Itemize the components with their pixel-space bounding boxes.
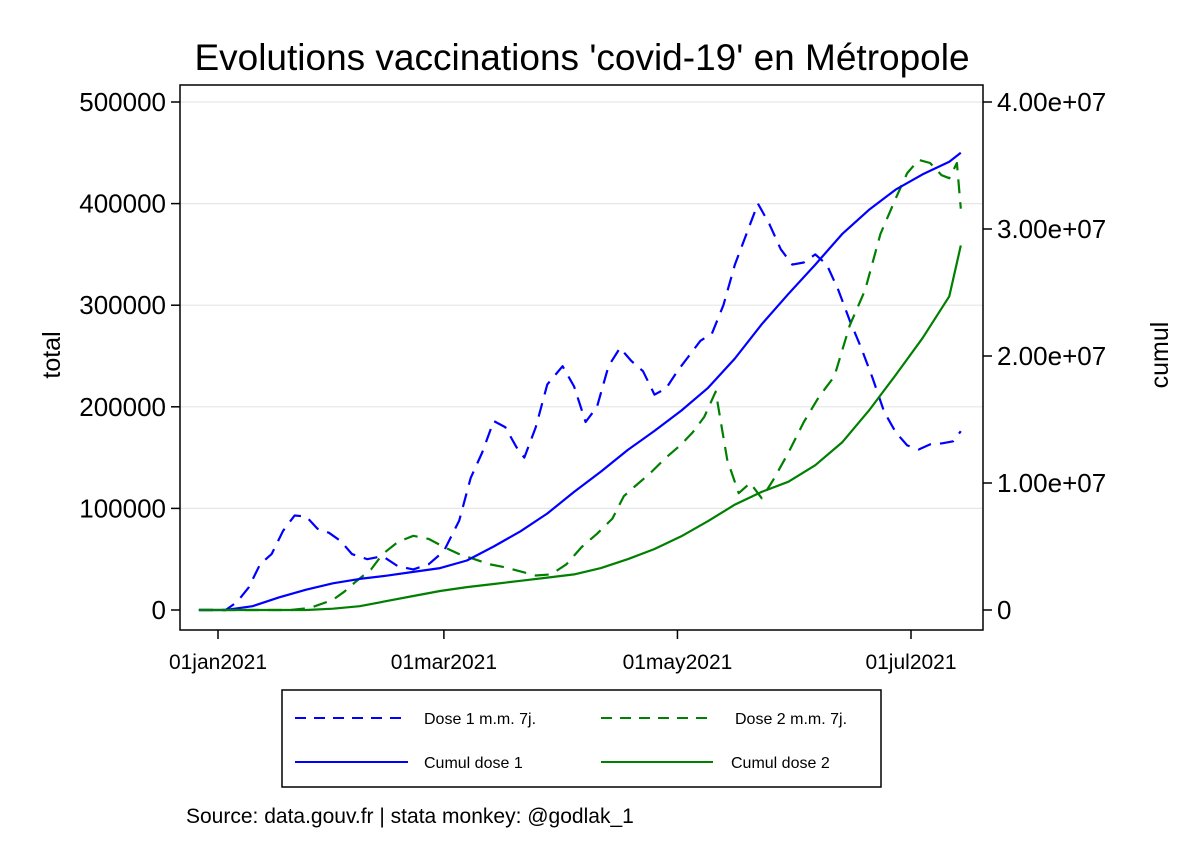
series-line-cumul-dose-2: [198, 245, 962, 612]
legend-label-cumul-dose2: Cumul dose 2: [731, 755, 830, 772]
gridlines: [180, 101, 983, 509]
y-left-tick-label-2: 200000: [79, 392, 166, 422]
x-tick-label-1: 01mar2021: [391, 651, 497, 674]
legend: Dose 1 m.m. 7j. Dose 2 m.m. 7j. Cumul do…: [281, 689, 882, 788]
axis-ticks: 0 100000 200000 300000 400000 500000 0 1.00e+07…: [79, 87, 1106, 674]
x-tick-label-0: 01jan2021: [169, 651, 267, 674]
x-tick-label-3: 01jul2021: [865, 651, 956, 674]
y-right-tick-label-4: 4.00e+07: [997, 87, 1106, 117]
y-right-tick-label-1: 1.00e+07: [997, 468, 1106, 498]
y-right-tick-label-3: 3.00e+07: [997, 214, 1106, 244]
y-left-tick-label-1: 100000: [79, 493, 166, 523]
chart-title: Evolutions vaccinations 'covid-19' en Mé…: [194, 37, 969, 78]
y-right-tick-label-0: 0: [997, 595, 1011, 625]
series-line-cumul-dose-1: [198, 151, 962, 612]
legend-box: [281, 689, 882, 788]
series-line-dose-1-m-m-7j: [198, 202, 962, 612]
y-left-tick-label-5: 500000: [79, 87, 166, 117]
y-left-tick-label-0: 0: [152, 595, 166, 625]
legend-label-dose2-mm7j: Dose 2 m.m. 7j.: [735, 711, 847, 728]
legend-label-cumul-dose1: Cumul dose 1: [424, 755, 523, 772]
y-left-tick-label-4: 400000: [79, 189, 166, 219]
plot-frame: [179, 84, 984, 631]
y-axis-left-title: total: [38, 331, 66, 378]
y-right-tick-label-2: 2.00e+07: [997, 341, 1106, 371]
series-lines: [198, 151, 962, 612]
series-line-dose-2-m-m-7j: [198, 158, 962, 612]
y-axis-right-title: cumul: [1146, 322, 1174, 389]
source-note: Source: data.gouv.fr | stata monkey: @go…: [186, 805, 634, 828]
x-tick-label-2: 01may2021: [623, 651, 733, 674]
y-left-tick-label-3: 300000: [79, 290, 166, 320]
legend-label-dose1-mm7j: Dose 1 m.m. 7j.: [424, 711, 536, 728]
